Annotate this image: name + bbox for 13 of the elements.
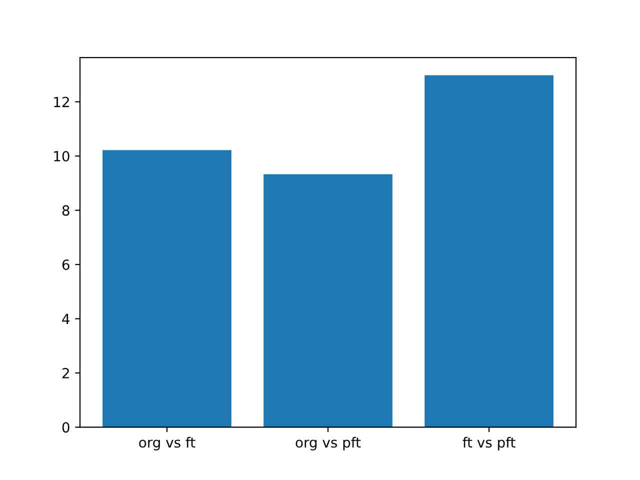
bar [264,174,392,428]
x-tick-label: org vs pft [296,436,361,450]
y-tick-label: 8 [62,205,70,216]
bar [424,75,554,428]
bar [102,150,232,428]
y-tick-label: 12 [54,96,69,108]
y-tick-label: 0 [62,422,70,433]
y-tick-label: 2 [62,368,69,378]
y-tick-label: 6 [62,259,70,270]
y-tick-label: 4 [62,314,70,324]
x-tick-label: org vs ft [139,436,196,450]
x-tick-label: ft vs pft [462,436,516,450]
y-tick-label: 10 [54,151,70,162]
